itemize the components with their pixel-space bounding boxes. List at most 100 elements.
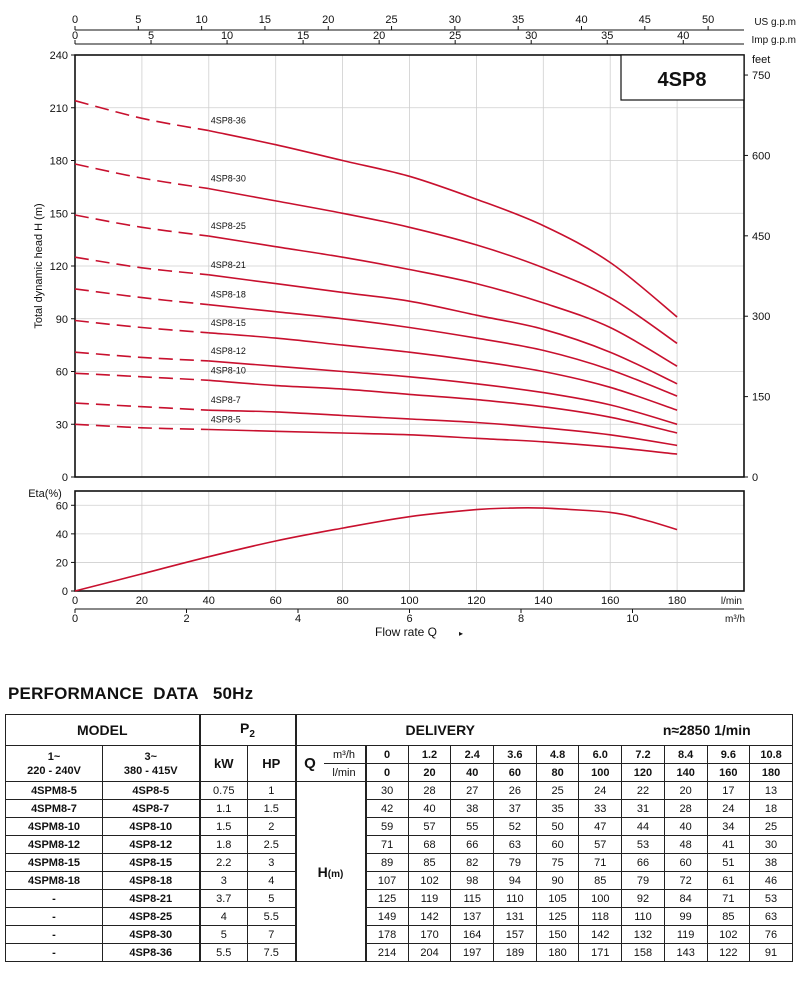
head-value-cell: 107 — [364, 871, 409, 890]
head-value-cell: 142 — [407, 907, 452, 926]
flow-m3h-cell: 9.6 — [706, 745, 751, 764]
model-3phase-cell: 4SP8-30 — [102, 925, 200, 944]
head-value-cell: 90 — [535, 871, 580, 890]
hp-cell: 1 — [247, 781, 296, 800]
curve-4SP8-5 — [208, 428, 678, 455]
flow-lmin-cell: 80 — [535, 763, 580, 782]
table-row: 4SPM8-10 4SP8-10 1.5 2 59 57 55 52 50 47 44 40 34 25 — [5, 817, 793, 836]
table-row: 4SPM8-12 4SP8-12 1.8 2.5 71 68 66 63 60 57 53 48 41 3… — [5, 835, 793, 854]
head-value-cell: 92 — [621, 889, 665, 908]
delivery-header: DELIVERY — [365, 714, 622, 746]
lmin-tick-label: 60 — [270, 595, 282, 607]
head-value-cell: 35 — [535, 799, 580, 818]
phase3-label: 3~ — [144, 750, 158, 763]
curve-label-4SP8-12: 4SP8-12 — [211, 346, 246, 356]
phase3-header: 3~ 380 - 415V — [102, 745, 200, 782]
head-value-cell: 60 — [663, 853, 708, 872]
model-title-box — [620, 54, 745, 101]
head-value-cell: 52 — [493, 817, 537, 836]
m3h-axis-label: m³/h — [725, 614, 745, 625]
curve-4SP8-25 — [208, 235, 678, 367]
head-y-tick-label: 150 — [50, 208, 68, 220]
feet-tick-label: 750 — [752, 70, 770, 82]
head-value-cell: 105 — [535, 889, 580, 908]
head-value-cell: 85 — [706, 907, 751, 926]
head-y-tick-label: 180 — [50, 156, 68, 168]
flow-m3h-cell: 3.6 — [493, 745, 537, 764]
head-value-cell: 28 — [663, 799, 708, 818]
hp-header: HP — [247, 745, 296, 782]
lmin-tick-label: 180 — [668, 595, 686, 607]
flow-lmin-cell: 160 — [706, 763, 751, 782]
hp-cell: 3 — [247, 853, 296, 872]
head-y-tick-label: 120 — [50, 261, 68, 273]
performance-table: MODEL P2 DELIVERY n≈2850 1/min 1~ 220 - 2… — [5, 714, 793, 962]
speed-header: n≈2850 1/min — [621, 714, 793, 746]
curve-dashed-4SP8-7 — [74, 402, 209, 411]
model-3phase-cell: 4SP8-5 — [102, 781, 200, 800]
model-1phase-cell: - — [5, 925, 103, 944]
table-header-row: MODEL P2 DELIVERY n≈2850 1/min — [5, 714, 793, 746]
model-3phase-cell: 4SP8-18 — [102, 871, 200, 890]
head-value-cell: 178 — [364, 925, 409, 944]
head-value-cell: 24 — [706, 799, 751, 818]
head-y-axis-title: Total dynamic head H (m) — [33, 203, 45, 328]
head-value-cell: 125 — [364, 889, 409, 908]
us-gpm-tick-label: 15 — [259, 14, 271, 26]
head-value-cell: 110 — [621, 907, 665, 926]
curve-dashed-4SP8-12 — [74, 351, 209, 362]
imp-gpm-tick-label: 0 — [72, 30, 78, 42]
head-value-cell: 94 — [493, 871, 537, 890]
feet-axis-label: feet — [752, 54, 770, 66]
head-value-cell: 37 — [493, 799, 537, 818]
model-header: MODEL — [5, 714, 200, 746]
kw-cell: 1.5 — [198, 817, 248, 836]
imp-gpm-tick-label: 20 — [373, 30, 385, 42]
lmin-tick-label: 20 — [136, 595, 148, 607]
p2-header: P2 — [198, 714, 296, 746]
curve-dashed-4SP8-15 — [74, 319, 209, 334]
hp-cell: 5.5 — [247, 907, 296, 926]
head-value-cell: 24 — [578, 781, 623, 800]
head-value-cell: 158 — [621, 943, 665, 962]
table-row: 4SPM8-5 4SP8-5 0.75 1 H(m) 30 28 27 26 25 24 22 20 17… — [5, 781, 793, 962]
m3h-tick-label: 6 — [406, 613, 412, 625]
eta-y-tick-label: 60 — [56, 500, 68, 512]
model-1phase-cell: - — [5, 943, 103, 962]
head-value-cell: 132 — [621, 925, 665, 944]
m3h-tick-label: 2 — [183, 613, 189, 625]
head-y-tick-label: 210 — [50, 103, 68, 115]
q-header: Q — [294, 745, 324, 782]
table-row: -4SP8-36 5.5 7.5 214 204 197 189 180 171 158 143 12… — [5, 943, 793, 962]
us-gpm-tick-label: 5 — [135, 14, 141, 26]
head-value-cell: 75 — [535, 853, 580, 872]
head-value-cell: 31 — [621, 799, 665, 818]
curve-label-4SP8-7: 4SP8-7 — [211, 395, 241, 405]
head-value-cell: 63 — [493, 835, 537, 854]
head-value-cell: 189 — [493, 943, 537, 962]
unit-lmin: l/min — [323, 763, 366, 782]
eta-chart-frame — [74, 490, 745, 592]
curve-label-4SP8-18: 4SP8-18 — [211, 290, 246, 300]
head-value-cell: 89 — [364, 853, 409, 872]
head-value-cell: 33 — [578, 799, 623, 818]
unit-m3h: m³/h — [323, 745, 366, 764]
us-gpm-tick-label: 0 — [72, 14, 78, 26]
lmin-tick-label: 140 — [534, 595, 552, 607]
table-row: -4SP8-21 3.7 5 125 119 115 110 105 100 92 84 71 53 — [5, 889, 793, 908]
head-value-cell: 98 — [450, 871, 495, 890]
head-value-cell: 50 — [535, 817, 580, 836]
head-value-cell: 72 — [663, 871, 708, 890]
curve-dashed-4SP8-30 — [74, 163, 209, 190]
delivery-header-spacer — [294, 714, 366, 746]
model-3phase-cell: 4SP8-25 — [102, 907, 200, 926]
model-1phase-cell: 4SPM8-5 — [5, 781, 103, 800]
head-value-cell: 55 — [450, 817, 495, 836]
kw-cell: 1.1 — [198, 799, 248, 818]
head-value-cell: 22 — [621, 781, 665, 800]
head-value-cell: 119 — [663, 925, 708, 944]
imp-gpm-tick-label: 25 — [449, 30, 461, 42]
curve-4SP8-21 — [208, 274, 678, 385]
flow-m3h-cell: 0 — [364, 745, 409, 764]
us-gpm-tick-label: 50 — [702, 14, 714, 26]
